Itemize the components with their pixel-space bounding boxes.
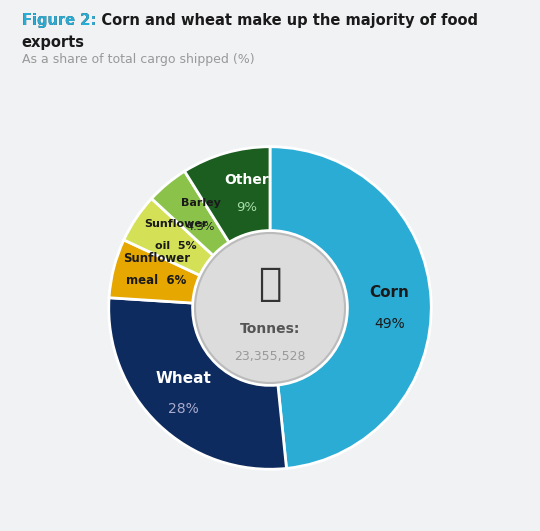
Text: exports: exports	[22, 35, 85, 49]
Wedge shape	[152, 171, 229, 255]
Text: As a share of total cargo shipped (%): As a share of total cargo shipped (%)	[22, 53, 254, 66]
Text: oil  5%: oil 5%	[155, 241, 197, 251]
Text: Corn: Corn	[369, 286, 409, 301]
Text: Other: Other	[224, 173, 268, 187]
Text: 9%: 9%	[235, 201, 256, 213]
Text: Figure 2:: Figure 2:	[22, 13, 101, 28]
Text: 49%: 49%	[374, 316, 404, 331]
Text: Sunflower: Sunflower	[123, 252, 190, 264]
Text: Barley: Barley	[181, 198, 221, 208]
Text: Tonnes:: Tonnes:	[240, 322, 300, 336]
Wedge shape	[124, 199, 213, 275]
Text: 🚢: 🚢	[258, 265, 282, 303]
Text: Figure 2: Corn and wheat make up the majority of food: Figure 2: Corn and wheat make up the maj…	[22, 13, 477, 28]
Text: 23,355,528: 23,355,528	[234, 350, 306, 363]
Text: 4.3%: 4.3%	[187, 222, 215, 232]
Text: Wheat: Wheat	[155, 371, 211, 386]
Wedge shape	[109, 298, 287, 469]
Wedge shape	[270, 147, 431, 468]
Text: 28%: 28%	[167, 402, 198, 416]
Wedge shape	[185, 147, 270, 242]
Circle shape	[195, 233, 345, 383]
Text: meal  6%: meal 6%	[126, 275, 187, 287]
Wedge shape	[109, 240, 200, 303]
Text: Sunflower: Sunflower	[144, 219, 207, 228]
